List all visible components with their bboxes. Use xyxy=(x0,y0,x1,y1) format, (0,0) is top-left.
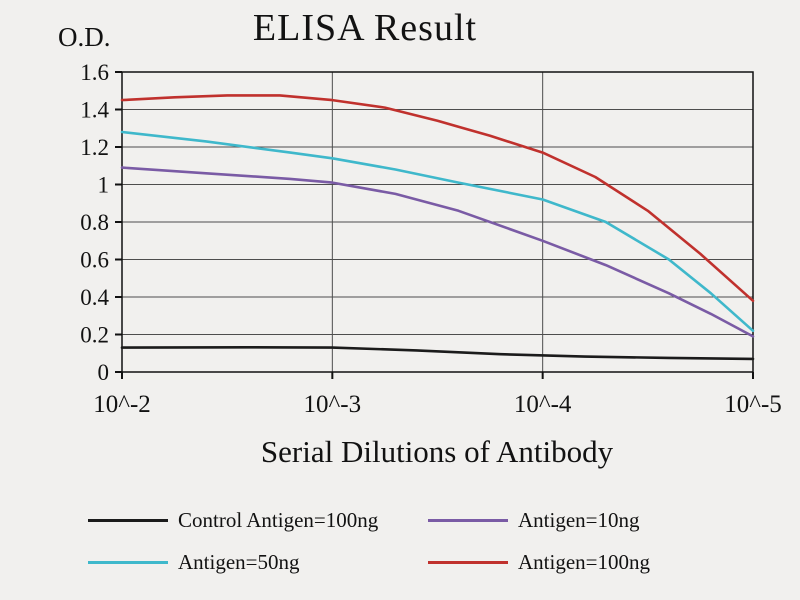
series-line xyxy=(120,94,755,303)
y-tick-label: 0.8 xyxy=(80,210,109,235)
legend-item: Antigen=50ng xyxy=(88,544,428,580)
x-tick-label: 10^-5 xyxy=(724,391,782,418)
series-line xyxy=(120,346,755,361)
y-tick-label: 0.4 xyxy=(80,285,109,310)
legend-item: Control Antigen=100ng xyxy=(88,502,428,538)
series-line xyxy=(120,166,755,338)
x-axis-label: Serial Dilutions of Antibody xyxy=(260,434,614,469)
legend: Control Antigen=100ng Antigen=10ng Antigen… xyxy=(88,502,738,580)
legend-line-swatch xyxy=(428,560,508,564)
legend-label: Antigen=50ng xyxy=(178,549,300,574)
y-tick-label: 1.6 xyxy=(80,60,109,85)
plot-border xyxy=(121,71,754,373)
y-tick-label: 1.2 xyxy=(80,135,109,160)
legend-item: Antigen=10ng xyxy=(428,502,738,538)
legend-label: Antigen=100ng xyxy=(518,549,650,574)
chart-title: ELISA Result xyxy=(252,7,478,49)
y-tick-label: 1 xyxy=(98,173,110,198)
x-tick-label: 10^-3 xyxy=(304,391,362,418)
legend-item: Antigen=100ng xyxy=(428,544,738,580)
legend-line-swatch xyxy=(88,560,168,564)
y-tick-label: 0 xyxy=(98,360,110,385)
legend-line-swatch xyxy=(88,518,168,522)
legend-label: Antigen=10ng xyxy=(518,507,640,532)
y-tick-label: 1.4 xyxy=(80,98,109,123)
x-tick-label: 10^-2 xyxy=(93,391,151,418)
legend-line-swatch xyxy=(428,518,508,522)
x-tick-label: 10^-4 xyxy=(514,391,572,418)
y-tick-label: 0.2 xyxy=(80,323,109,348)
legend-label: Control Antigen=100ng xyxy=(178,507,379,532)
y-tick-label: 0.6 xyxy=(80,248,109,273)
series-line xyxy=(120,130,755,333)
y-axis-label: O.D. xyxy=(58,22,111,52)
